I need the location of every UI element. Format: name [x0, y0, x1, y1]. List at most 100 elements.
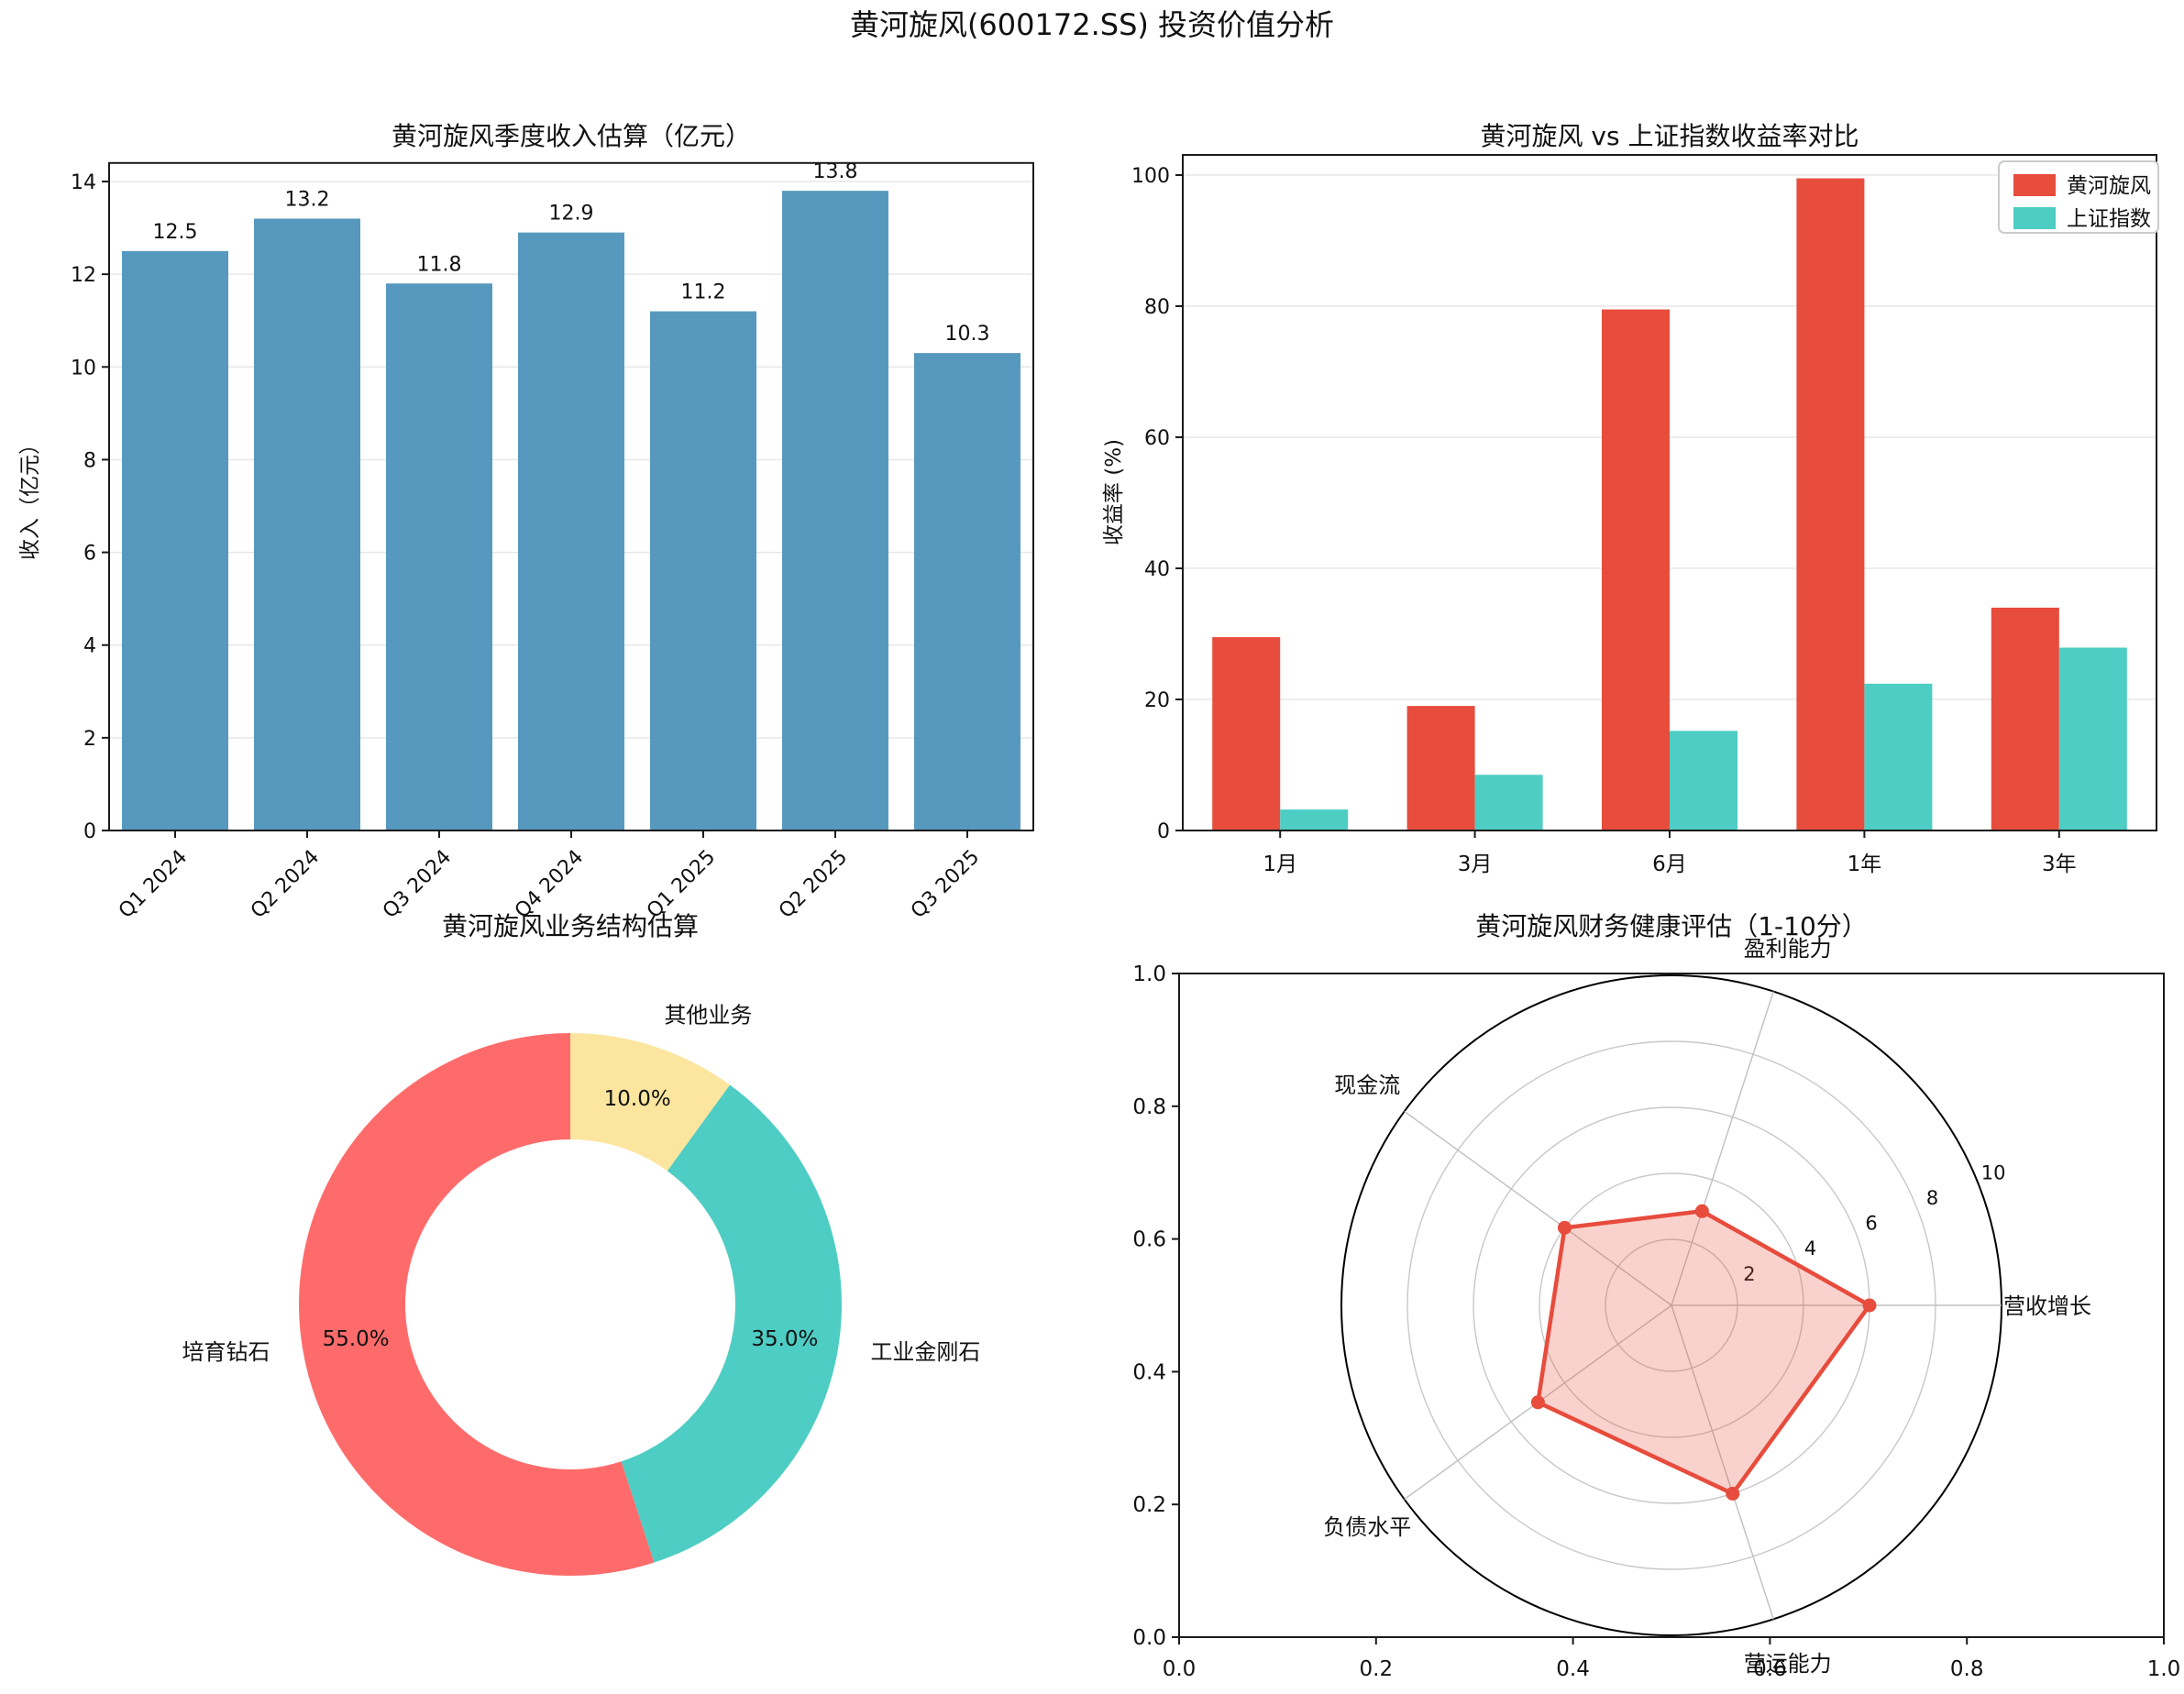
revenue-bar — [650, 311, 756, 831]
chart-title: 黄河旋风财务健康评估（1-10分） — [1475, 911, 1868, 941]
chart-financial-health-radar: 黄河旋风财务健康评估（1-10分） 0.0 0.2 0.4 0.6 0.8 1.0 0.0 0.… — [1132, 911, 2180, 1681]
bar-value-label: 10.3 — [945, 323, 990, 346]
radar-axis-label: 营运能力 — [1744, 1651, 1832, 1677]
radar-polygon — [1536, 1209, 1872, 1496]
stock-return-bar — [1406, 706, 1475, 830]
radar-ring-label: 4 — [1804, 1238, 1816, 1260]
bar-value-label: 12.9 — [549, 203, 594, 226]
revenue-bar — [782, 191, 888, 830]
y-tick-label: 2 — [83, 728, 96, 751]
pie-slice-label: 其他业务 — [664, 1003, 752, 1028]
x-tick-label: 3年 — [2042, 852, 2077, 876]
pie-slice-label: 工业金刚石 — [870, 1339, 980, 1365]
y-tick-label: 4 — [83, 635, 96, 658]
bar-value-label: 11.2 — [681, 281, 726, 304]
radar-spoke — [1671, 1304, 1774, 1620]
y-axis-label: 收益率 (%) — [1102, 439, 1126, 545]
legend-swatch — [2013, 207, 2056, 229]
x-tick-label: 1月 — [1263, 852, 1297, 876]
stock-return-bar — [1796, 178, 1865, 830]
chart-title: 黄河旋风业务结构估算 — [442, 911, 699, 941]
radar-axis-label: 负债水平 — [1323, 1514, 1411, 1540]
frame-y-tick-label: 0.0 — [1132, 1626, 1166, 1650]
pie-pct-label: 10.0% — [604, 1087, 671, 1111]
frame-y-tick-label: 0.8 — [1132, 1095, 1166, 1119]
radar-ring-label: 8 — [1926, 1187, 1938, 1209]
y-axis-label: 收入（亿元） — [18, 434, 42, 560]
y-tick-label: 14 — [71, 171, 96, 194]
frame-x-tick-label: 0.6 — [1753, 1657, 1787, 1681]
bar-value-label: 13.8 — [813, 160, 858, 183]
chart-returns-comparison: 0 20 40 60 80 100 1月 3月 6月 1年 3年 收益率 (%) 黄河旋风 vs 上证指… — [1102, 121, 2159, 876]
radar-ring-label: 6 — [1865, 1213, 1877, 1235]
pie-slice — [299, 1033, 655, 1576]
x-tick-label: 6月 — [1652, 852, 1687, 876]
pie-pct-label: 55.0% — [323, 1327, 390, 1351]
stock-return-bar — [1991, 607, 2059, 830]
stock-return-bar — [1212, 637, 1281, 830]
y-tick-label: 80 — [1144, 296, 1170, 319]
bar-value-label: 13.2 — [285, 188, 330, 211]
index-return-bar — [1474, 775, 1543, 830]
pie-slice-label: 培育钻石 — [182, 1339, 270, 1365]
frame-x-tick-label: 0.2 — [1360, 1657, 1394, 1681]
y-tick-label: 0 — [1157, 820, 1170, 843]
pie-slice — [570, 1033, 730, 1172]
frame-y-tick-label: 1.0 — [1132, 962, 1166, 986]
y-tick-label: 8 — [83, 449, 96, 472]
radar-axis-label: 现金流 — [1334, 1072, 1400, 1098]
y-tick-label: 100 — [1131, 165, 1170, 188]
index-return-bar — [1670, 731, 1737, 830]
frame-x-tick-label: 1.0 — [2147, 1657, 2181, 1681]
revenue-bar — [386, 283, 492, 830]
radar-spoke — [1671, 991, 1774, 1306]
radar-vertex-dot — [1530, 1395, 1545, 1410]
radar-spoke — [1404, 1110, 1672, 1306]
y-tick-label: 0 — [83, 820, 96, 843]
frame-x-tick-label: 0.0 — [1163, 1657, 1197, 1681]
x-tick-label: 3月 — [1458, 852, 1493, 876]
y-tick-label: 60 — [1144, 427, 1170, 450]
legend-label: 黄河旋风 — [2067, 174, 2151, 198]
revenue-bar — [518, 232, 624, 831]
revenue-bar — [122, 250, 228, 830]
frame-x-tick-label: 0.8 — [1950, 1657, 1984, 1681]
frame-y-tick-label: 0.2 — [1132, 1493, 1166, 1517]
radar-ring-label: 10 — [1981, 1162, 2006, 1184]
radar-vertex-dot — [1558, 1220, 1572, 1235]
index-return-bar — [2058, 647, 2127, 830]
x-tick-label: 1年 — [1848, 852, 1882, 876]
y-tick-label: 20 — [1144, 689, 1170, 712]
bar-value-label: 11.8 — [417, 253, 462, 276]
figure-suptitle: 黄河旋风(600172.SS) 投资价值分析 — [850, 7, 1334, 42]
y-tick-label: 40 — [1144, 558, 1170, 581]
revenue-bar — [254, 218, 360, 830]
radar-vertex-dot — [1862, 1298, 1877, 1313]
radar-axis-label: 盈利能力 — [1744, 936, 1832, 962]
chart-title: 黄河旋风季度收入估算（亿元） — [392, 121, 751, 151]
y-tick-label: 6 — [83, 543, 96, 566]
pie-pct-label: 35.0% — [751, 1327, 818, 1351]
legend-swatch — [2013, 174, 2056, 196]
chart-business-mix: 黄河旋风业务结构估算 55.0% 培育钻石 35.0% 工业金刚石 10.0% 其他业务 — [182, 911, 980, 1576]
frame-border — [1178, 973, 2165, 1638]
radar-axis-label: 营收增长 — [2003, 1293, 2091, 1319]
radar-vertex-dot — [1694, 1204, 1709, 1218]
legend-label: 上证指数 — [2067, 207, 2151, 231]
chart-title: 黄河旋风 vs 上证指数收益率对比 — [1481, 121, 1859, 151]
frame-x-tick-label: 0.4 — [1556, 1657, 1590, 1681]
index-return-bar — [1280, 809, 1349, 830]
frame-y-tick-label: 0.4 — [1132, 1360, 1166, 1384]
index-return-bar — [1864, 683, 1933, 830]
pie-slice — [621, 1084, 843, 1563]
y-tick-label: 12 — [71, 264, 96, 287]
chart-quarterly-revenue: 12.513.211.812.911.213.810.302468101214Q… — [18, 121, 1034, 923]
stock-return-bar — [1602, 309, 1670, 830]
y-tick-label: 10 — [71, 357, 96, 380]
revenue-bar — [914, 353, 1020, 830]
radar-vertex-dot — [1726, 1486, 1740, 1501]
frame-y-tick-label: 0.6 — [1132, 1228, 1166, 1252]
